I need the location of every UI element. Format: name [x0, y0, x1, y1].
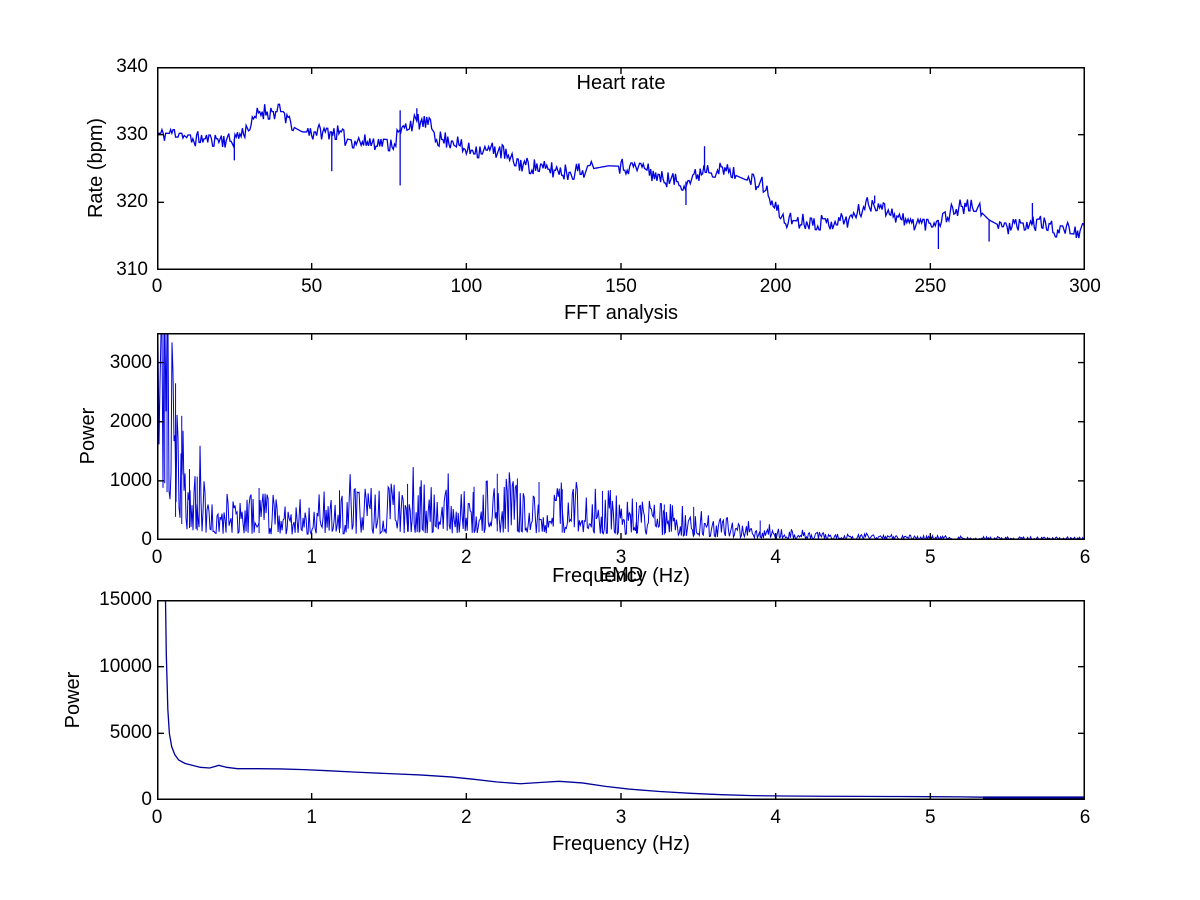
fft_analysis-xtick-label: 1	[306, 547, 317, 568]
emd-plot-canvas	[157, 600, 1085, 800]
emd-xtick-label: 1	[306, 807, 317, 828]
emd-ylabel: Power	[62, 671, 84, 729]
heart_rate-xtick-label: 250	[914, 276, 947, 297]
fft_analysis-xtick-label: 3	[615, 547, 627, 568]
heart_rate-xtick-label: 150	[605, 276, 637, 297]
heart_rate-xtick-label: 50	[301, 276, 323, 297]
emd-ytick-label: 15000	[99, 589, 152, 610]
fft_analysis-ytick-label: 2000	[109, 410, 152, 432]
fft_analysis-ytick-label: 1000	[109, 469, 152, 491]
heart_rate-ytick-label: 340	[116, 56, 148, 77]
fft_analysis-xtick-label: 2	[461, 547, 472, 568]
fft-title: FFT analysis	[563, 302, 679, 324]
emd-ytick-label: 10000	[99, 655, 152, 677]
emd-xtick-label: 5	[925, 807, 936, 828]
fft_analysis-xtick-label: 6	[1079, 547, 1091, 568]
fft_analysis-xtick-label: 0	[151, 547, 163, 568]
heart_rate-ytick-label: 330	[116, 123, 148, 145]
heart_rate-ytick-label: 310	[116, 259, 148, 280]
emd-xtick-label: 6	[1079, 807, 1091, 828]
heart-rate-title: Heart rate	[576, 72, 666, 94]
heart_rate-plot-canvas	[157, 67, 1085, 270]
emd-xtick-label: 4	[770, 807, 781, 828]
fft_analysis-plot-canvas	[157, 333, 1085, 540]
fft_analysis-xtick-label: 4	[770, 547, 781, 568]
emd-ytick-label: 0	[141, 789, 152, 810]
heart-rate-ylabel: Rate (bpm)	[85, 117, 107, 219]
heart_rate-xtick-label: 100	[450, 276, 483, 297]
emd-ytick-label: 5000	[109, 722, 152, 744]
heart_rate-xtick-label: 300	[1069, 276, 1101, 297]
emd-xtick-label: 2	[461, 807, 472, 828]
heart_rate-xtick-label: 200	[759, 276, 792, 297]
fft_analysis-ytick-label: 3000	[109, 351, 152, 373]
emd-title: EMD	[598, 564, 644, 586]
fft-xlabel: Frequency (Hz)	[552, 565, 690, 587]
fft_analysis-xtick-label: 5	[925, 547, 936, 568]
heart_rate-xtick-label: 0	[151, 276, 163, 297]
heart_rate-ytick-label: 320	[116, 191, 148, 213]
emd-xlabel: Frequency (Hz)	[552, 833, 690, 855]
emd-xtick-label: 0	[151, 807, 163, 828]
emd-xtick-label: 3	[615, 807, 627, 828]
fft_analysis-ytick-label: 0	[141, 529, 152, 550]
